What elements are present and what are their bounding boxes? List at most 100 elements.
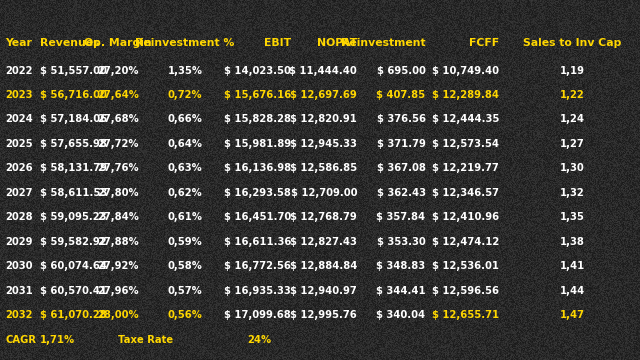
Text: $ 15,981.89: $ 15,981.89 [224,139,291,149]
Text: $ 357.84: $ 357.84 [376,212,426,222]
Text: 2031: 2031 [5,286,33,296]
Text: $ 371.79: $ 371.79 [377,139,426,149]
Text: $ 12,586.85: $ 12,586.85 [290,163,357,174]
Text: 0,57%: 0,57% [168,286,202,296]
Text: $ 16,935.33: $ 16,935.33 [225,286,291,296]
Text: $ 58,611.53: $ 58,611.53 [40,188,107,198]
Text: 2032: 2032 [5,310,33,320]
Text: $ 11,444.40: $ 11,444.40 [289,66,357,76]
Text: $ 344.41: $ 344.41 [376,286,426,296]
Text: 2024: 2024 [5,114,33,125]
Text: 27,68%: 27,68% [97,114,139,125]
Text: $ 16,611.36: $ 16,611.36 [224,237,291,247]
Text: $ 12,444.35: $ 12,444.35 [432,114,499,125]
Text: FCFF: FCFF [469,38,499,48]
Text: $ 362.43: $ 362.43 [376,188,426,198]
Text: 1,35: 1,35 [560,212,584,222]
Text: $ 12,573.54: $ 12,573.54 [432,139,499,149]
Text: $ 12,768.79: $ 12,768.79 [291,212,357,222]
Text: 27,88%: 27,88% [97,237,139,247]
Text: 1,47: 1,47 [559,310,585,320]
Text: 0,62%: 0,62% [168,188,202,198]
Text: 1,38: 1,38 [560,237,584,247]
Text: $ 695.00: $ 695.00 [377,66,426,76]
Text: $ 57,184.06: $ 57,184.06 [40,114,107,125]
Text: Revenues: Revenues [40,38,99,48]
Text: $ 12,596.56: $ 12,596.56 [432,286,499,296]
Text: $ 367.08: $ 367.08 [377,163,426,174]
Text: $ 12,940.97: $ 12,940.97 [291,286,357,296]
Text: $ 12,709.00: $ 12,709.00 [291,188,357,198]
Text: $ 12,655.71: $ 12,655.71 [432,310,499,320]
Text: $ 12,945.33: $ 12,945.33 [291,139,357,149]
Text: $ 12,536.01: $ 12,536.01 [432,261,499,271]
Text: Reinvestment %: Reinvestment % [135,38,235,48]
Text: $ 16,451.70: $ 16,451.70 [224,212,291,222]
Text: $ 16,772.56: $ 16,772.56 [225,261,291,271]
Text: Year: Year [5,38,32,48]
Text: $ 14,023.50: $ 14,023.50 [225,66,291,76]
Text: $ 12,219.77: $ 12,219.77 [433,163,499,174]
Text: 2026: 2026 [5,163,33,174]
Text: Taxe Rate: Taxe Rate [118,335,173,345]
Text: $ 12,697.69: $ 12,697.69 [291,90,357,100]
Text: $ 12,995.76: $ 12,995.76 [291,310,357,320]
Text: $ 12,884.84: $ 12,884.84 [290,261,357,271]
Text: $ 60,570.41: $ 60,570.41 [40,286,107,296]
Text: 1,30: 1,30 [560,163,584,174]
Text: $ 60,074.64: $ 60,074.64 [40,261,107,271]
Text: $ 61,070.28: $ 61,070.28 [40,310,106,320]
Text: CAGR: CAGR [5,335,36,345]
Text: 2029: 2029 [5,237,33,247]
Text: EBIT: EBIT [264,38,291,48]
Text: Reinvestment: Reinvestment [341,38,426,48]
Text: 0,64%: 0,64% [168,139,202,149]
Text: 0,59%: 0,59% [168,237,202,247]
Text: $ 407.85: $ 407.85 [376,90,426,100]
Text: 2025: 2025 [5,139,33,149]
Text: 2028: 2028 [5,212,33,222]
Text: 0,72%: 0,72% [168,90,202,100]
Text: 2027: 2027 [5,188,33,198]
Text: 28,00%: 28,00% [97,310,139,320]
Text: 27,96%: 27,96% [97,286,139,296]
Text: $ 353.30: $ 353.30 [377,237,426,247]
Text: 27,76%: 27,76% [97,163,139,174]
Text: $ 12,289.84: $ 12,289.84 [432,90,499,100]
Text: 1,24: 1,24 [559,114,585,125]
Text: 2022: 2022 [5,66,33,76]
Text: 27,64%: 27,64% [97,90,139,100]
Text: Op. Margin: Op. Margin [84,38,152,48]
Text: 27,72%: 27,72% [97,139,138,149]
Text: Sales to Inv Cap: Sales to Inv Cap [523,38,621,48]
Text: 1,44: 1,44 [559,286,585,296]
Text: 1,35%: 1,35% [168,66,202,76]
Text: $ 10,749.40: $ 10,749.40 [432,66,499,76]
Text: $ 51,557.00: $ 51,557.00 [40,66,106,76]
Text: $ 15,828.28: $ 15,828.28 [224,114,291,125]
Text: 0,66%: 0,66% [168,114,202,125]
Text: $ 340.04: $ 340.04 [376,310,426,320]
Text: $ 12,474.12: $ 12,474.12 [432,237,499,247]
Text: $ 16,136.98: $ 16,136.98 [224,163,291,174]
Text: 1,41: 1,41 [559,261,585,271]
Text: $ 56,716.00: $ 56,716.00 [40,90,106,100]
Text: 0,61%: 0,61% [168,212,202,222]
Text: $ 16,293.58: $ 16,293.58 [225,188,291,198]
Text: $ 15,676.16: $ 15,676.16 [224,90,291,100]
Text: $ 12,346.57: $ 12,346.57 [432,188,499,198]
Text: 27,92%: 27,92% [97,261,138,271]
Text: 24%: 24% [247,335,271,345]
Text: $ 376.56: $ 376.56 [376,114,426,125]
Text: $ 58,131.79: $ 58,131.79 [40,163,107,174]
Text: 1,27: 1,27 [560,139,584,149]
Text: $ 59,582.92: $ 59,582.92 [40,237,106,247]
Text: $ 59,095.23: $ 59,095.23 [40,212,106,222]
Text: 0,58%: 0,58% [168,261,202,271]
Text: $ 57,655.98: $ 57,655.98 [40,139,106,149]
Text: 2023: 2023 [5,90,33,100]
Text: 0,56%: 0,56% [168,310,202,320]
Text: 1,22: 1,22 [560,90,584,100]
Text: $ 12,820.91: $ 12,820.91 [291,114,357,125]
Text: 1,71%: 1,71% [40,335,75,345]
